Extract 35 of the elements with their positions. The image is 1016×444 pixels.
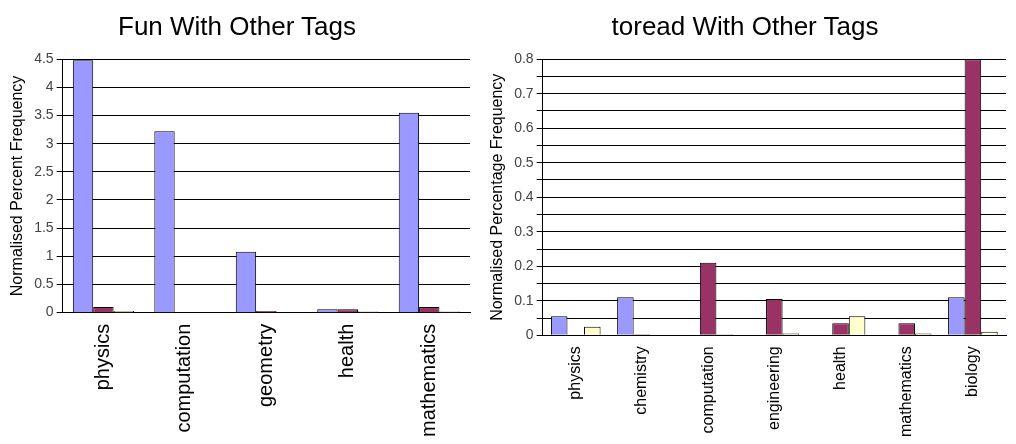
y-tick-label: 2.5: [34, 162, 54, 179]
y-tick-label: 0.8: [514, 50, 534, 67]
x-tick-label: computation: [172, 323, 195, 433]
y-tick-label: 1: [45, 247, 54, 264]
y-tick-label: 3.5: [34, 106, 54, 123]
x-tick-label: chemistry: [632, 346, 650, 415]
chart-title: toread With Other Tags: [611, 10, 879, 41]
x-tick-label: biology: [963, 346, 981, 398]
y-tick-label: 0.6: [514, 119, 534, 136]
y-tick-label: 0.5: [34, 275, 54, 292]
y-tick-label: 4.5: [34, 50, 54, 67]
y-tick-label: 3: [45, 134, 54, 151]
y-tick-label: 0: [525, 326, 534, 343]
x-tick-label: health: [830, 346, 848, 390]
x-tick-label: health: [335, 323, 358, 379]
x-tick-label: physics: [90, 323, 113, 391]
x-tick-label: mathematics: [897, 346, 915, 438]
y-axis-title: Normalised Percentage Frequency: [488, 73, 506, 321]
y-axis-title: Normalised Percent Frequency: [8, 75, 26, 297]
x-tick-label: physics: [566, 346, 584, 400]
y-tick-label: 0.2: [514, 257, 534, 274]
y-tick-label: 0.4: [514, 188, 534, 205]
x-tick-label: mathematics: [416, 323, 439, 438]
x-tick-label: engineering: [764, 346, 782, 430]
y-tick-label: 1.5: [34, 219, 54, 236]
y-tick-label: 4: [45, 78, 54, 95]
y-tick-label: 2: [45, 190, 54, 207]
y-tick-label: 0.1: [514, 291, 534, 308]
y-tick-label: 0.5: [514, 153, 534, 170]
chart-title: Fun With Other Tags: [118, 10, 356, 41]
x-tick-label: computation: [698, 346, 716, 434]
x-tick-label: geometry: [253, 323, 276, 408]
y-tick-label: 0: [45, 303, 54, 320]
y-tick-label: 0.3: [514, 222, 534, 239]
y-tick-label: 0.7: [514, 84, 534, 101]
